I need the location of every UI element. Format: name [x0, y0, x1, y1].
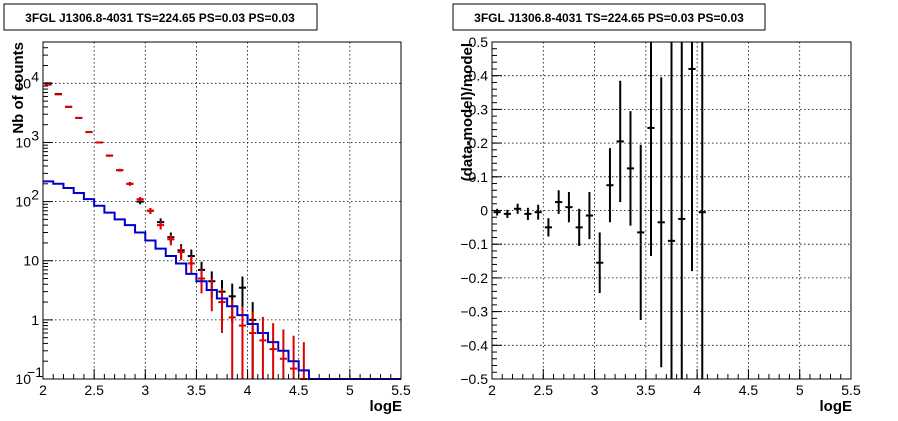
left-series1-point [290, 335, 298, 379]
right-series0-point [575, 208, 583, 246]
left-series1-point [269, 323, 277, 379]
left-x-tick-label: 4 [244, 382, 252, 398]
right-x-axis-label: logE [820, 398, 853, 415]
left-x-axis-label: logE [370, 398, 403, 415]
left-y-tick-exponent: −1 [27, 364, 43, 380]
right-series0-point [657, 77, 665, 368]
right-series0-point [637, 144, 645, 321]
left-series1-point [85, 131, 93, 134]
left-series1-point [54, 93, 62, 96]
right-y-tick-label: −0.5 [460, 371, 488, 387]
right-x-tick-label: 4.5 [739, 382, 759, 398]
right-series0-point [596, 232, 604, 294]
right-series0-point [585, 191, 594, 240]
left-series1-point [279, 329, 287, 379]
right-series0-point [493, 208, 501, 216]
left-x-tick-label: 3 [141, 382, 149, 398]
left-y-tick-exponent: 4 [31, 68, 39, 84]
right-title-box [452, 3, 766, 31]
right-x-tick-label: 2.5 [534, 382, 554, 398]
right-series0-point [616, 80, 624, 203]
left-series1-point [167, 234, 175, 246]
right-series0-point [524, 207, 532, 220]
right-series0-point [544, 218, 553, 237]
right-y-tick-label: −0.1 [460, 236, 488, 252]
right-x-tick-label: 2 [488, 382, 496, 398]
right-y-tick-label: 0.5 [469, 34, 489, 50]
left-x-tick-label: 4.5 [289, 382, 309, 398]
left-series1-point [95, 141, 103, 144]
left-series1-point [177, 246, 185, 260]
right-series0-point [667, 42, 676, 379]
left-y-tick-exponent: 2 [31, 187, 39, 203]
right-series0-point [534, 204, 542, 220]
right-y-tick-label: 0 [480, 203, 488, 219]
left-series0-point [238, 276, 247, 308]
right-panel: 3FGL J1306.8-4031 TS=224.65 PS=0.03 PS=0… [452, 3, 861, 415]
left-series0-point [44, 82, 52, 85]
right-plot-area: 2 2.5 3 3.5 4 4.5 5 5.5 −0.5 −0.4 −0.3 −0.2 −0.1 0 0.1… [460, 34, 861, 398]
left-series1-point [116, 168, 124, 172]
left-y-tick-label: 1 [31, 312, 39, 328]
left-series1-point [75, 116, 83, 119]
left-model-step-line [43, 180, 401, 380]
left-series1-point [44, 83, 52, 86]
left-series1-point [157, 221, 165, 230]
right-series0-point [606, 148, 614, 223]
right-series0-point [565, 191, 573, 223]
right-x-tick-label: 3.5 [636, 382, 656, 398]
right-chart-title: 3FGL J1306.8-4031 TS=224.65 PS=0.03 PS=0… [474, 11, 744, 25]
right-x-tick-label: 4 [693, 382, 701, 398]
left-x-tick-label: 5 [346, 382, 354, 398]
right-x-tick-label: 3 [591, 382, 599, 398]
right-y-tick-label: −0.4 [460, 337, 488, 353]
left-series1-point [259, 316, 267, 379]
right-y-tick-label: −0.2 [460, 270, 488, 286]
right-series0-point [688, 42, 696, 272]
left-series1-point [146, 207, 154, 214]
right-series0-point [698, 42, 706, 379]
right-series0-point [678, 42, 686, 379]
left-y-tick-label: 10 [15, 194, 31, 210]
left-series1-point [126, 182, 134, 186]
left-x-tick-label: 2.5 [84, 382, 104, 398]
left-y-tick-label: 10 [15, 371, 31, 387]
left-series1-point [187, 256, 195, 274]
right-y-tick-label: 0.4 [469, 68, 489, 84]
right-y-axis-label: (data-model)/model [459, 43, 476, 181]
right-series0-point [626, 111, 635, 226]
left-title-box [3, 3, 318, 31]
left-y-tick-label: 10 [15, 134, 31, 150]
left-x-tick-label: 3.5 [187, 382, 207, 398]
right-plot-frame [491, 41, 852, 380]
left-x-tick-label: 2 [39, 382, 47, 398]
right-series0-point [503, 209, 511, 218]
left-series1-point [136, 196, 144, 202]
left-y-axis-label: Nb of counts [10, 42, 27, 134]
right-y-tick-label: 0.3 [469, 101, 489, 117]
right-y-tick-label: 0.1 [469, 169, 489, 185]
left-y-tick-exponent: 3 [31, 127, 39, 143]
left-series1-point [228, 300, 236, 379]
right-series0-point [555, 190, 563, 214]
left-chart-title: 3FGL J1306.8-4031 TS=224.65 PS=0.03 PS=0… [25, 11, 295, 25]
left-plot-frame [42, 41, 402, 380]
left-series1-point [105, 154, 114, 157]
left-y-tick-label: 10 [23, 253, 39, 269]
right-x-tick-label: 5 [796, 382, 804, 398]
left-series1-point [218, 288, 226, 333]
left-panel: 3FGL J1306.8-4031 TS=224.65 PS=0.03 PS=0… [3, 3, 411, 415]
left-series1-point [238, 306, 247, 379]
left-y-tick-label: 10 [15, 75, 31, 91]
right-y-tick-label: −0.3 [460, 304, 488, 320]
right-series0-point [514, 203, 522, 214]
left-series1-point [249, 311, 257, 379]
right-series0-point [647, 42, 655, 256]
right-x-tick-label: 5.5 [841, 382, 861, 398]
right-y-tick-label: 0.2 [469, 135, 489, 151]
left-x-tick-label: 5.5 [391, 382, 411, 398]
left-series1-point [64, 105, 73, 108]
